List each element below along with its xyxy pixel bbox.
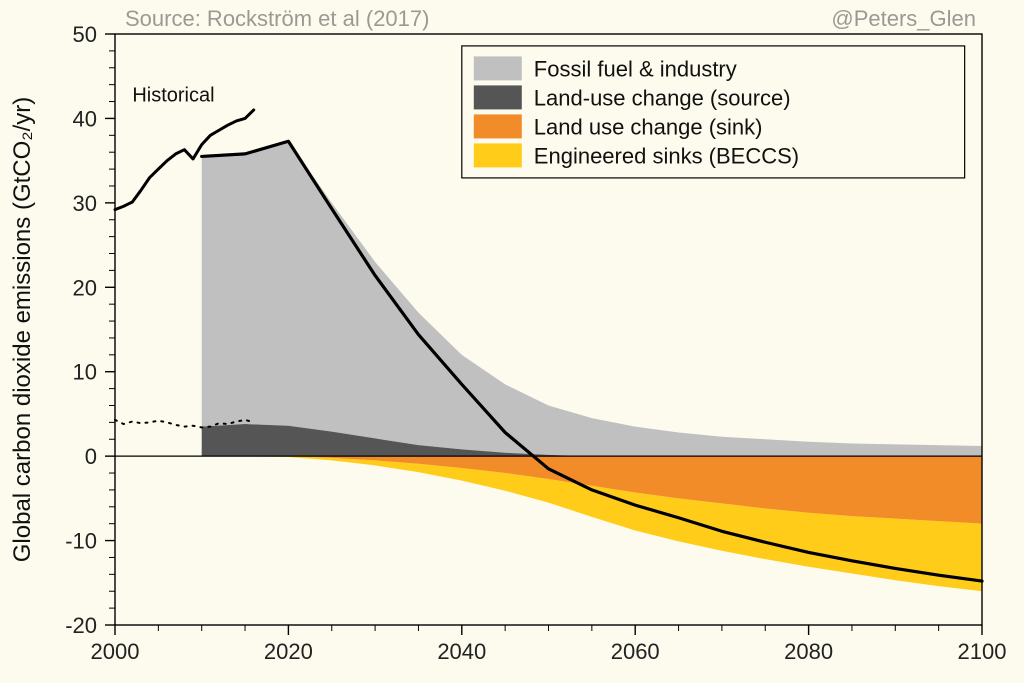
legend-swatch [474,56,522,80]
annotation-historical: Historical [132,85,214,107]
xtick-label: 2100 [958,639,1007,664]
xtick-label: 2020 [264,639,313,664]
xtick-label: 2080 [784,639,833,664]
legend-label: Fossil fuel & industry [534,56,737,81]
ytick-label: -20 [65,613,97,638]
legend-swatch [474,85,522,109]
ytick-label: 50 [73,22,97,47]
legend-swatch [474,114,522,138]
ytick-label: 40 [73,106,97,131]
xtick-label: 2040 [437,639,486,664]
ytick-label: 30 [73,191,97,216]
xtick-label: 2060 [611,639,660,664]
legend: Fossil fuel & industry Land-use change (s… [462,46,965,178]
ytick-label: 0 [85,444,97,469]
handle-text: @Peters_Glen [831,6,976,31]
legend-swatch [474,143,522,167]
source-text: Source: Rockström et al (2017) [125,6,429,31]
ytick-label: -10 [65,529,97,554]
legend-label: Land use change (sink) [534,114,763,139]
legend-label: Land-use change (source) [534,85,791,110]
y-axis-label: Global carbon dioxide emissions (GtCO₂/y… [9,97,36,562]
legend-label: Engineered sinks (BECCS) [534,143,799,168]
emissions-chart: 2000 2020 2040 2060 2080 2100 -20 -10 0 10 20 30 40 5… [0,0,1024,683]
xtick-label: 2000 [91,639,140,664]
ytick-label: 10 [73,360,97,385]
ytick-label: 20 [73,275,97,300]
